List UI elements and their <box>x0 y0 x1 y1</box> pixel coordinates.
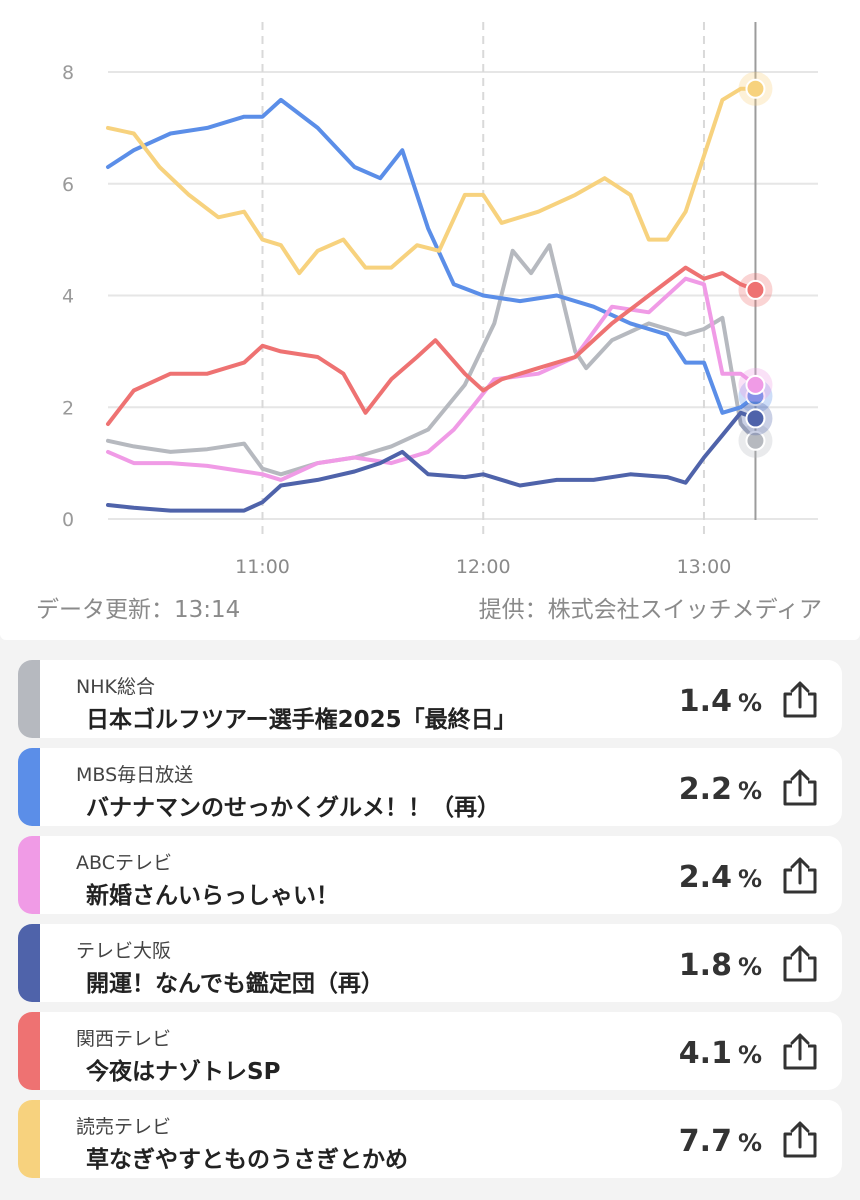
series-line-2 <box>106 276 758 482</box>
rating-card-tv-osaka[interactable]: テレビ大阪 開運！なんでも鑑定団（再） 1.8% <box>18 924 842 1002</box>
channel-color-stripe <box>18 836 40 914</box>
x-tick-label: 13:00 <box>677 556 732 578</box>
program-title: 開運！なんでも鑑定団（再） <box>86 971 384 997</box>
rating-card-abc[interactable]: ABCテレビ 新婚さんいらっしゃい！ 2.4% <box>18 836 842 914</box>
share-icon[interactable] <box>780 1121 820 1159</box>
channel-name: 読売テレビ <box>76 1116 172 1138</box>
share-icon[interactable] <box>780 857 820 895</box>
series-end-marker-4 <box>745 279 766 300</box>
rating-unit: % <box>737 689 762 717</box>
rating-card-nhk[interactable]: NHK総合 日本ゴルフツアー選手権2025「最終日」 1.4% <box>18 660 842 738</box>
rating-value: 1.4% <box>679 684 762 719</box>
channel-name: テレビ大阪 <box>76 940 172 962</box>
channel-name: NHK総合 <box>76 676 155 698</box>
rating-unit: % <box>737 953 762 981</box>
series-end-marker-5 <box>745 78 766 99</box>
program-title: 新婚さんいらっしゃい！ <box>86 883 339 909</box>
series-line-4 <box>106 265 758 426</box>
share-icon[interactable] <box>780 1033 820 1071</box>
channel-name: 関西テレビ <box>76 1028 172 1050</box>
rating-unit: % <box>737 865 762 893</box>
channel-color-stripe <box>18 924 40 1002</box>
rating-value: 4.1% <box>679 1036 762 1071</box>
channel-color-stripe <box>18 660 40 738</box>
channel-name: ABCテレビ <box>76 852 172 874</box>
y-tick-label: 0 <box>62 509 74 531</box>
rating-number: 4.1 <box>678 1036 732 1071</box>
series-line-3 <box>106 410 758 513</box>
program-title: 草なぎやすとものうさぎとかめ <box>86 1147 408 1173</box>
rating-card-ytv[interactable]: 読売テレビ 草なぎやすとものうさぎとかめ 7.7% <box>18 1100 842 1178</box>
share-icon[interactable] <box>780 769 820 807</box>
rating-unit: % <box>737 1129 762 1157</box>
share-icon[interactable] <box>780 681 820 719</box>
rating-value: 1.8% <box>679 948 762 983</box>
y-tick-label: 4 <box>62 286 74 308</box>
rating-card-mbs[interactable]: MBS毎日放送 バナナマンのせっかくグルメ！！（再） 2.2% <box>18 748 842 826</box>
series-end-marker-0 <box>745 430 766 451</box>
channel-color-stripe <box>18 1100 40 1178</box>
x-tick-label: 11:00 <box>235 556 290 578</box>
channel-color-stripe <box>18 748 40 826</box>
program-title: バナナマンのせっかくグルメ！！（再） <box>86 795 500 821</box>
y-tick-label: 6 <box>62 174 74 196</box>
rating-line-chart: 0 2 4 6 8 11:00 12:00 13:00 <box>62 22 818 578</box>
program-title: 日本ゴルフツアー選手権2025「最終日」 <box>86 707 517 733</box>
chart-panel: 0 2 4 6 8 11:00 12:00 13:00 データ更新：13:14 提供：株式会社… <box>0 0 860 640</box>
share-icon[interactable] <box>780 945 820 983</box>
rating-unit: % <box>737 777 762 805</box>
rating-number: 1.8 <box>678 948 732 983</box>
rating-value: 2.2% <box>679 772 762 807</box>
rating-value: 7.7% <box>679 1124 762 1159</box>
rating-number: 2.4 <box>678 860 732 895</box>
rating-number: 1.4 <box>678 684 732 719</box>
rating-number: 7.7 <box>678 1124 732 1159</box>
y-tick-label: 8 <box>62 62 74 84</box>
rating-unit: % <box>737 1041 762 1069</box>
program-title: 今夜はナゾトレSP <box>86 1059 281 1085</box>
series-end-marker-3 <box>745 408 766 429</box>
rating-value: 2.4% <box>679 860 762 895</box>
rating-list: NHK総合 日本ゴルフツアー選手権2025「最終日」 1.4% MBS毎日放送 … <box>0 640 860 1200</box>
series-end-marker-2 <box>745 374 766 395</box>
y-tick-label: 2 <box>62 397 74 419</box>
channel-color-stripe <box>18 1012 40 1090</box>
rating-number: 2.2 <box>678 772 732 807</box>
channel-name: MBS毎日放送 <box>76 764 194 786</box>
series-line-0 <box>106 243 758 477</box>
series-line-5 <box>106 86 758 276</box>
series-line-1 <box>106 97 758 415</box>
rating-card-kansai-tv[interactable]: 関西テレビ 今夜はナゾトレSP 4.1% <box>18 1012 842 1090</box>
data-provider: 提供：株式会社スイッチメディア <box>478 597 822 623</box>
x-tick-label: 12:00 <box>456 556 511 578</box>
data-update-time: データ更新：13:14 <box>36 597 241 623</box>
